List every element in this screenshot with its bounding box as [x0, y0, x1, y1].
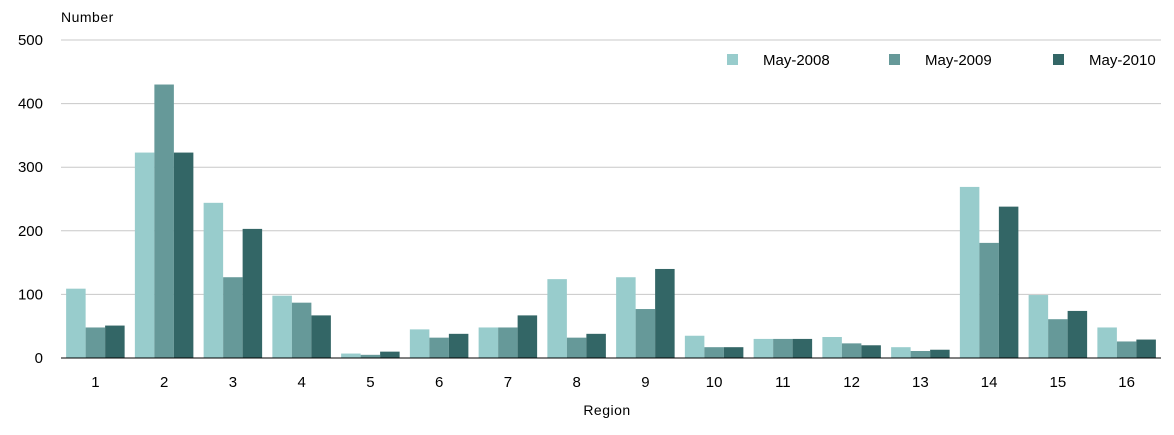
bar — [723, 347, 744, 358]
bar — [1067, 310, 1088, 358]
y-axis-title: Number — [61, 9, 114, 25]
bar — [753, 338, 774, 358]
y-tick-label: 300 — [18, 159, 43, 176]
legend-swatch — [727, 54, 738, 65]
y-tick-label: 0 — [35, 350, 43, 367]
x-tick-label: 9 — [641, 374, 649, 391]
legend-label: May-2009 — [925, 52, 992, 69]
bar — [478, 327, 499, 358]
bar — [822, 337, 842, 358]
bar — [498, 327, 518, 358]
bar — [998, 206, 1019, 358]
x-tick-label: 15 — [1050, 374, 1067, 391]
bar — [704, 347, 724, 358]
y-tick-label: 400 — [18, 96, 43, 113]
bar — [341, 353, 361, 358]
bar — [1116, 341, 1137, 358]
bar — [409, 329, 430, 358]
bar — [841, 343, 862, 358]
bar — [173, 152, 194, 358]
legend-label: May-2010 — [1089, 52, 1156, 69]
x-tick-label: 5 — [366, 374, 374, 391]
x-tick-label: 1 — [91, 374, 99, 391]
x-tick-label: 7 — [504, 374, 512, 391]
x-tick-labels: 1 2 3 4 5 6 7 8 9 10 11 12 13 14 15 16 — [91, 374, 1135, 391]
bar — [1028, 295, 1049, 358]
x-tick-label: 3 — [229, 374, 237, 391]
bar — [311, 315, 331, 358]
bar — [203, 202, 224, 358]
bar — [891, 347, 911, 358]
bar — [655, 268, 675, 358]
bar — [930, 349, 950, 358]
x-tick-label: 10 — [706, 374, 723, 391]
bar — [566, 337, 587, 358]
x-tick-label: 16 — [1118, 374, 1135, 391]
bar — [635, 309, 656, 358]
bar — [360, 354, 381, 358]
bar — [272, 295, 292, 358]
bar — [861, 345, 881, 358]
bar — [429, 337, 449, 358]
legend-swatch — [1053, 54, 1064, 65]
legend-swatch — [889, 54, 900, 65]
bar — [547, 279, 567, 358]
legend-label: May-2008 — [763, 52, 830, 69]
bar — [910, 351, 931, 358]
bar — [66, 288, 86, 358]
bar — [959, 186, 980, 358]
bar — [448, 333, 469, 358]
bar — [1136, 339, 1156, 358]
bar — [773, 338, 793, 358]
y-tick-label: 100 — [18, 286, 43, 303]
y-tick-label: 200 — [18, 223, 43, 240]
bar — [291, 302, 312, 358]
bar — [586, 333, 606, 358]
x-tick-label: 13 — [912, 374, 929, 391]
x-tick-label: 8 — [572, 374, 580, 391]
bar — [242, 228, 263, 358]
bar — [1048, 319, 1068, 358]
x-tick-label: 4 — [297, 374, 305, 391]
y-tick-label: 500 — [18, 32, 43, 49]
bar — [105, 325, 125, 358]
bar — [684, 335, 705, 358]
x-axis-title: Region — [583, 402, 630, 418]
bar — [154, 84, 174, 359]
bars — [66, 84, 1156, 359]
y-tick-labels: 0 100 200 300 400 500 — [18, 32, 43, 367]
x-tick-label: 14 — [981, 374, 998, 391]
bar — [1097, 327, 1117, 358]
bar — [380, 351, 400, 358]
x-tick-label: 6 — [435, 374, 443, 391]
bar — [616, 277, 636, 358]
legend: May-2008 May-2009 May-2010 — [727, 52, 1156, 69]
x-tick-label: 11 — [775, 374, 791, 391]
x-tick-label: 2 — [160, 374, 168, 391]
bar — [223, 277, 243, 358]
x-tick-label: 12 — [843, 374, 860, 391]
bar — [979, 242, 999, 358]
bar — [134, 152, 155, 358]
bar — [517, 315, 538, 358]
bar — [792, 338, 813, 358]
bar — [85, 327, 106, 358]
